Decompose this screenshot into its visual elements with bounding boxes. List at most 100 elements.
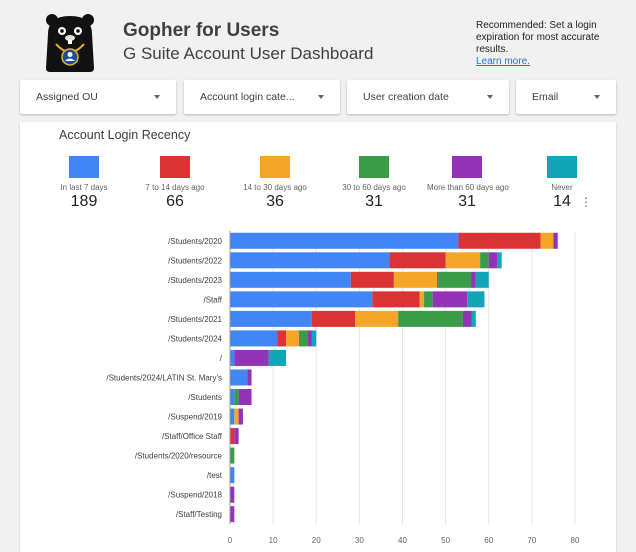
bar-segment[interactable] <box>467 291 485 308</box>
bar-segment[interactable] <box>432 291 468 308</box>
bar-segment[interactable] <box>311 310 356 327</box>
bar-segment[interactable] <box>230 310 312 327</box>
legend-swatch <box>69 156 99 178</box>
x-tick-label: 80 <box>571 536 580 545</box>
filter-email[interactable]: Email <box>516 80 616 114</box>
bar-segment[interactable] <box>462 310 472 327</box>
x-tick-label: 0 <box>228 536 233 545</box>
bar-segment[interactable] <box>230 349 235 366</box>
bar-segment[interactable] <box>437 271 472 288</box>
bar-segment[interactable] <box>230 271 351 288</box>
y-category-label: / <box>220 354 223 363</box>
chart-card <box>20 122 616 552</box>
x-tick-label: 60 <box>484 536 493 545</box>
app-title: Gopher for Users <box>123 20 280 41</box>
legend-swatch <box>547 156 577 178</box>
x-tick-label: 20 <box>312 536 321 545</box>
x-tick-label: 70 <box>527 536 536 545</box>
legend-label: In last 7 days <box>60 183 108 192</box>
bar-segment[interactable] <box>311 330 317 347</box>
bar-segment[interactable] <box>458 232 541 249</box>
bar-segment[interactable] <box>230 291 373 308</box>
legend-item-14-to-30-days[interactable]: 14 to 30 days ago 36 <box>235 156 315 211</box>
bar-segment[interactable] <box>238 389 252 406</box>
bar-segment[interactable] <box>471 310 476 327</box>
legend-item-last-7-days[interactable]: In last 7 days 189 <box>44 156 124 211</box>
legend-label: 14 to 30 days ago <box>243 183 307 192</box>
bar-segment[interactable] <box>234 428 239 445</box>
bar-segment[interactable] <box>230 486 235 503</box>
bar-segment[interactable] <box>480 252 489 269</box>
legend-label: 7 to 14 days ago <box>145 183 205 192</box>
legend-value: 31 <box>365 193 383 210</box>
app-subtitle: G Suite Account User Dashboard <box>123 44 374 63</box>
legend-value: 31 <box>458 193 476 210</box>
bar-segment[interactable] <box>286 330 299 347</box>
legend-item-never[interactable]: Never 14 <box>522 156 602 211</box>
learn-more-link[interactable]: Learn more. <box>476 56 530 67</box>
bar-segment[interactable] <box>230 408 235 425</box>
bar-segment[interactable] <box>398 310 463 327</box>
bar-segment[interactable] <box>540 232 554 249</box>
bar-segment[interactable] <box>419 291 425 308</box>
bar-segment[interactable] <box>230 232 459 249</box>
bar-segment[interactable] <box>247 369 252 386</box>
more-options-icon[interactable]: ⋮ <box>580 195 592 209</box>
bar-segment[interactable] <box>234 408 239 425</box>
bar-segment[interactable] <box>372 291 420 308</box>
x-tick-label: 30 <box>355 536 364 545</box>
legend-item-7-to-14-days[interactable]: 7 to 14 days ago 66 <box>135 156 215 211</box>
legend-label: More than 60 days ago <box>427 183 509 192</box>
bar-segment[interactable] <box>497 252 502 269</box>
bar-segment[interactable] <box>230 506 235 523</box>
y-category-label: /Staff/Office Staff <box>162 432 223 441</box>
recommendation-text: Recommended: Set a login expiration for … <box>476 20 600 55</box>
chart-title: Account Login Recency <box>59 128 191 142</box>
bar-segment[interactable] <box>277 330 287 347</box>
filter-label: Assigned OU <box>36 91 98 103</box>
bar-segment[interactable] <box>553 232 558 249</box>
y-category-label: /Students/2024/LATIN St. Mary's <box>106 373 222 382</box>
bar-segment[interactable] <box>299 330 308 347</box>
filter-label: Account login cate... <box>200 91 295 103</box>
y-category-label: /Staff <box>203 295 222 304</box>
bar-segment[interactable] <box>238 408 243 425</box>
legend-item-more-than-60-days[interactable]: More than 60 days ago 31 <box>427 156 509 211</box>
bar-segment[interactable] <box>230 330 278 347</box>
bar-segment[interactable] <box>445 252 481 269</box>
filter-assigned-ou[interactable]: Assigned OU <box>20 80 176 114</box>
bar-segment[interactable] <box>230 252 390 269</box>
y-category-label: /Students <box>188 393 222 402</box>
bar-segment[interactable] <box>307 330 312 347</box>
legend-item-30-to-60-days[interactable]: 30 to 60 days ago 31 <box>334 156 414 211</box>
filter-user-creation-date[interactable]: User creation date <box>347 80 509 114</box>
y-category-label: /Suspend/2018 <box>168 491 222 500</box>
bar-segment[interactable] <box>355 310 399 327</box>
legend-value: 14 <box>553 193 571 210</box>
bar-segment[interactable] <box>471 271 476 288</box>
bar-segment[interactable] <box>424 291 433 308</box>
bar-segment[interactable] <box>234 349 269 366</box>
bar-segment[interactable] <box>350 271 394 288</box>
bar-segment[interactable] <box>268 349 287 366</box>
caret-down-icon <box>318 95 324 99</box>
bar-segment[interactable] <box>393 271 437 288</box>
filter-account-login-category[interactable]: Account login cate... <box>184 80 340 114</box>
y-category-label: /Students/2022 <box>168 256 222 265</box>
x-tick-label: 50 <box>441 536 450 545</box>
y-category-label: /test <box>207 471 223 480</box>
x-tick-label: 10 <box>269 536 278 545</box>
bar-segment[interactable] <box>488 252 498 269</box>
y-category-label: /Students/2024 <box>168 334 222 343</box>
bar-segment[interactable] <box>230 428 235 445</box>
bar-segment[interactable] <box>230 447 235 464</box>
bar-segment[interactable] <box>234 389 239 406</box>
bar-segment[interactable] <box>230 369 248 386</box>
legend-swatch <box>359 156 389 178</box>
bar-segment[interactable] <box>230 467 235 484</box>
bar-segment[interactable] <box>230 389 235 406</box>
bar-segment[interactable] <box>475 271 489 288</box>
caret-down-icon <box>487 95 493 99</box>
bar-segment[interactable] <box>389 252 446 269</box>
